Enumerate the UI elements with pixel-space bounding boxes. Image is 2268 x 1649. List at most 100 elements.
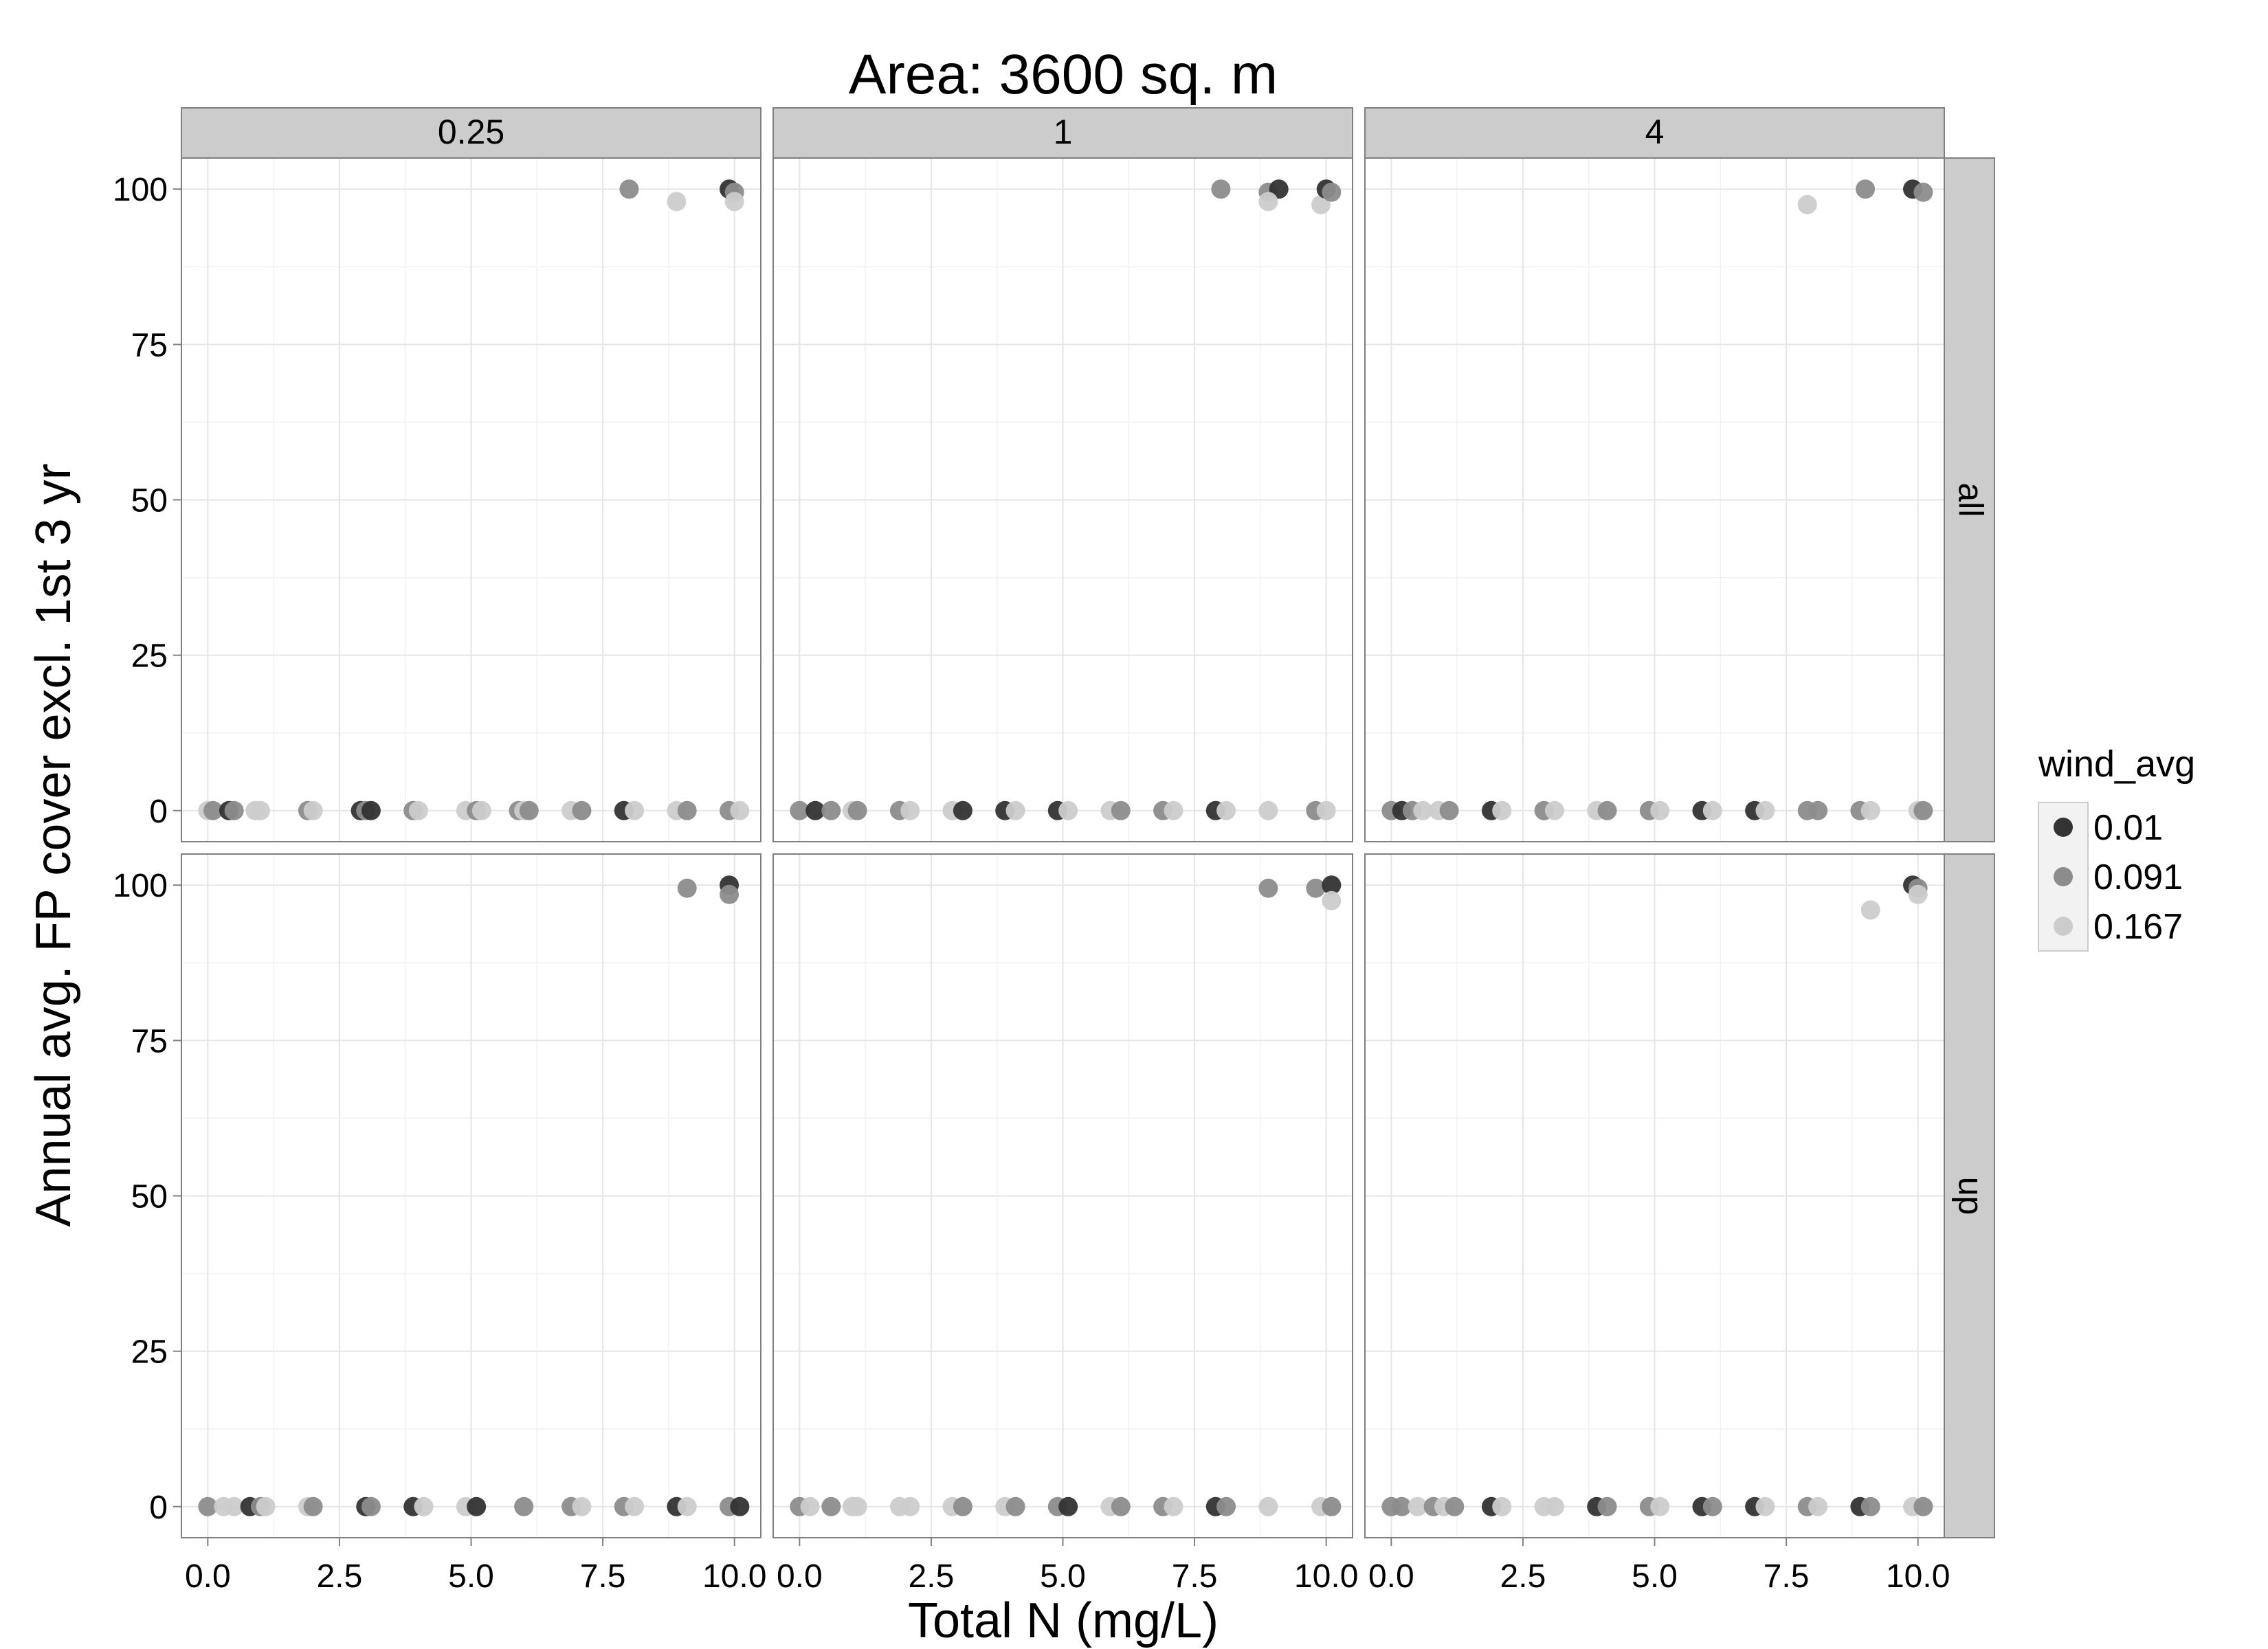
data-point bbox=[1164, 1496, 1183, 1516]
facet-strip-row-label: up bbox=[1952, 1177, 1990, 1215]
data-point bbox=[730, 800, 750, 820]
data-point bbox=[1058, 1496, 1078, 1516]
data-point bbox=[821, 1496, 841, 1516]
x-tick-label: 5.0 bbox=[448, 1558, 494, 1595]
data-point bbox=[1322, 875, 1342, 895]
point-layer bbox=[1381, 179, 1933, 820]
legend-keys: 0.01 0.091 0.167 bbox=[2038, 802, 2183, 952]
data-point bbox=[414, 1496, 434, 1516]
data-point bbox=[224, 800, 244, 820]
x-tick-label: 2.5 bbox=[909, 1558, 955, 1595]
data-point bbox=[1258, 192, 1278, 212]
y-tick-label: 50 bbox=[131, 1179, 168, 1215]
facet-strip-col-label: 4 bbox=[1645, 113, 1665, 151]
data-point bbox=[1597, 1496, 1617, 1516]
data-point bbox=[1258, 1496, 1278, 1516]
data-point bbox=[953, 1496, 972, 1516]
legend-key-point bbox=[2054, 917, 2073, 936]
data-point bbox=[1439, 800, 1459, 820]
facet-panel bbox=[773, 158, 1353, 842]
data-point bbox=[1702, 1496, 1722, 1516]
legend: wind_avg 0.01 0.091 0.167 bbox=[2038, 743, 2195, 952]
data-point bbox=[821, 800, 841, 820]
data-point bbox=[1755, 800, 1775, 820]
y-tick-label: 0 bbox=[149, 794, 168, 830]
data-point bbox=[1908, 884, 1928, 904]
data-point bbox=[625, 800, 645, 820]
data-point bbox=[1755, 1496, 1775, 1516]
facet-strip-row-label: all bbox=[1952, 482, 1990, 517]
y-tick-label: 25 bbox=[131, 1334, 168, 1371]
facet-grid: 0.25 1 4 all up 0 25 50 75 100 0 25 50 75 100 0.0 2.5 5.0… bbox=[113, 107, 1995, 1595]
chart-title: Area: 3600 sq. m bbox=[849, 43, 1278, 106]
data-point bbox=[1544, 800, 1564, 820]
panel-border bbox=[772, 157, 1353, 842]
point-layer bbox=[198, 179, 750, 820]
data-point bbox=[1408, 1496, 1427, 1516]
x-tick-label: 2.5 bbox=[317, 1558, 363, 1595]
data-point bbox=[1111, 1496, 1131, 1516]
data-point bbox=[1808, 1496, 1828, 1516]
data-point bbox=[303, 1496, 323, 1516]
legend-key-point bbox=[2054, 867, 2073, 886]
data-point bbox=[1650, 1496, 1670, 1516]
facet-strip-row bbox=[1944, 157, 1995, 842]
y-tick-label: 25 bbox=[131, 638, 168, 675]
data-point bbox=[805, 800, 825, 820]
data-point bbox=[1258, 878, 1278, 898]
x-tick-label: 0.0 bbox=[185, 1558, 231, 1595]
data-point bbox=[790, 800, 810, 820]
data-point bbox=[1211, 179, 1231, 199]
data-point bbox=[1258, 800, 1278, 820]
x-tick-label: 10.0 bbox=[1294, 1558, 1358, 1595]
data-point bbox=[514, 1496, 534, 1516]
data-point bbox=[1797, 194, 1817, 214]
facet-panel bbox=[773, 854, 1353, 1538]
y-tick-label: 75 bbox=[131, 1023, 168, 1059]
data-point bbox=[1913, 800, 1933, 820]
data-point bbox=[847, 800, 867, 820]
data-point bbox=[900, 800, 920, 820]
x-tick-label: 0.0 bbox=[777, 1558, 823, 1595]
data-point bbox=[1860, 1496, 1880, 1516]
x-tick-label: 7.5 bbox=[1172, 1558, 1218, 1595]
x-axis-title: Total N (mg/L) bbox=[908, 1593, 1219, 1648]
data-point bbox=[408, 800, 428, 820]
data-point bbox=[1058, 800, 1078, 820]
data-point bbox=[953, 800, 972, 820]
data-point bbox=[1005, 1496, 1025, 1516]
data-point bbox=[1597, 800, 1617, 820]
data-point bbox=[1164, 800, 1183, 820]
x-tick-label: 7.5 bbox=[580, 1558, 626, 1595]
legend-item-label: 0.01 bbox=[2093, 808, 2163, 848]
data-point bbox=[471, 800, 491, 820]
data-point bbox=[467, 1496, 487, 1516]
facet-panel bbox=[181, 158, 761, 842]
data-point bbox=[203, 800, 223, 820]
data-point bbox=[847, 1496, 867, 1516]
data-point bbox=[1216, 1496, 1236, 1516]
data-point bbox=[1111, 800, 1131, 820]
data-point bbox=[1544, 1496, 1564, 1516]
y-tick-label: 50 bbox=[131, 483, 168, 519]
point-layer bbox=[790, 179, 1342, 820]
data-point bbox=[303, 800, 323, 820]
data-point bbox=[198, 1496, 218, 1516]
data-point bbox=[361, 800, 381, 820]
x-tick-label: 10.0 bbox=[1886, 1558, 1950, 1595]
y-tick-label: 100 bbox=[113, 868, 168, 904]
data-point bbox=[1856, 179, 1876, 199]
data-point bbox=[572, 1496, 592, 1516]
data-point bbox=[250, 800, 270, 820]
legend-title: wind_avg bbox=[2038, 743, 2195, 785]
x-tick-label: 7.5 bbox=[1764, 1558, 1810, 1595]
data-point bbox=[1306, 878, 1326, 898]
data-point bbox=[677, 800, 697, 820]
y-tick-label: 0 bbox=[149, 1490, 168, 1526]
legend-item-label: 0.167 bbox=[2093, 907, 2183, 947]
data-point bbox=[625, 1496, 645, 1516]
x-tick-label: 0.0 bbox=[1368, 1558, 1414, 1595]
y-tick-label: 75 bbox=[131, 327, 168, 363]
x-tick-label: 2.5 bbox=[1500, 1558, 1546, 1595]
